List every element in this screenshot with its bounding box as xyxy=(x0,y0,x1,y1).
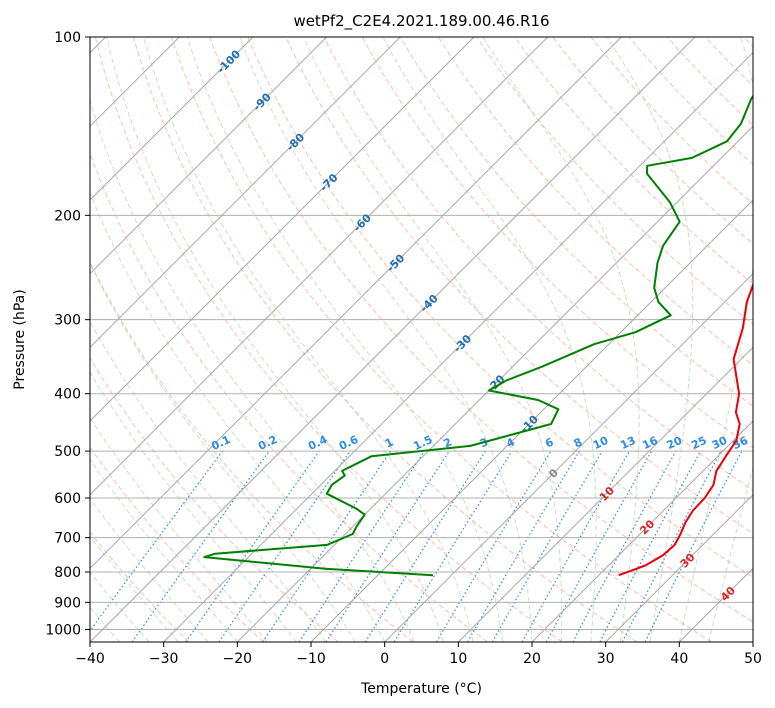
y-tick-label: 100 xyxy=(54,30,81,46)
x-axis-ticks: −40 −30 −20 −10 0 10 20 30 40 50 xyxy=(75,642,762,667)
plot-area: 0.1 0.2 0.4 0.6 1 1.5 2 3 4 6 8 10 13 16 20 25 30 36-100-… xyxy=(90,37,753,642)
x-tick-label: −10 xyxy=(296,651,326,667)
y-tick-label: 600 xyxy=(54,491,81,507)
x-tick-label: 10 xyxy=(449,651,467,667)
x-tick-label: −40 xyxy=(75,651,105,667)
isotherm-line xyxy=(163,51,753,642)
dry-adiabat xyxy=(323,37,753,491)
isotherm-line xyxy=(457,346,753,642)
x-tick-label: 30 xyxy=(597,651,615,667)
y-tick-label: 800 xyxy=(54,565,81,581)
x-axis-label: Temperature (°C) xyxy=(360,681,482,697)
isotherm-line xyxy=(90,37,401,349)
mixing-ratio-label: 30 xyxy=(710,434,730,452)
mixing-ratio-line xyxy=(298,450,425,642)
x-tick-label: −20 xyxy=(223,651,253,667)
x-tick-label: 50 xyxy=(744,651,762,667)
mixing-ratio-line xyxy=(572,450,677,642)
dry-adiabat xyxy=(285,37,753,535)
mixing-ratio-label: 36 xyxy=(731,434,751,452)
mixing-ratio-line xyxy=(90,450,223,632)
isotherm-line xyxy=(90,37,475,422)
isotherm-line xyxy=(90,37,622,570)
moist-adiabat xyxy=(482,37,640,642)
dry-adiabat xyxy=(90,152,488,642)
moist-adiabat xyxy=(90,320,327,642)
dry-adiabat xyxy=(361,37,753,449)
mixing-ratio-label: 13 xyxy=(618,434,637,452)
plot-frame xyxy=(89,36,754,643)
dry-adiabat xyxy=(94,37,563,642)
moist-adiabat xyxy=(90,458,238,642)
y-tick-label: 900 xyxy=(54,595,81,611)
moist-adiabat xyxy=(382,37,597,642)
dry-adiabat xyxy=(209,37,753,623)
mixing-ratio-line xyxy=(131,450,270,642)
isotherm-line xyxy=(90,37,549,496)
isotherm-line xyxy=(531,420,753,642)
y-tick-label: 400 xyxy=(54,387,81,403)
moist-adiabat xyxy=(106,37,445,642)
moist-adiabat xyxy=(606,37,694,642)
y-tick-label: 300 xyxy=(54,313,81,329)
x-tick-label: −30 xyxy=(149,651,179,667)
moist-adiabat xyxy=(90,261,356,642)
moist-adiabat xyxy=(239,37,533,642)
dry-adiabat xyxy=(171,37,712,642)
moist-adiabat xyxy=(90,416,268,642)
x-tick-label: 20 xyxy=(523,651,541,667)
dry-adiabat xyxy=(399,37,753,407)
chart-title: wetPf2_C2E4.2021.189.00.46.R16 xyxy=(293,12,549,31)
dry-adiabats xyxy=(90,37,753,642)
mixing-ratio-line xyxy=(185,450,320,642)
mixing-ratio-line xyxy=(262,450,392,642)
isotherm-line xyxy=(605,493,753,642)
dry-adiabat xyxy=(437,37,753,366)
y-axis-label: Pressure (hPa) xyxy=(12,289,28,389)
moist-adiabat xyxy=(708,466,753,642)
mixing-ratio-line xyxy=(218,450,351,642)
dry-adiabat xyxy=(514,37,753,285)
moist-adiabat xyxy=(143,37,474,642)
x-tick-label: 0 xyxy=(380,651,389,667)
moist-adiabat xyxy=(678,37,753,642)
isotherm-line xyxy=(90,37,254,201)
dry-adiabat xyxy=(132,37,638,642)
pressure-gridlines xyxy=(90,37,753,630)
mixing-ratio-line xyxy=(521,450,631,642)
y-tick-label: 1000 xyxy=(45,622,81,638)
y-tick-label: 700 xyxy=(54,531,81,547)
moist-adiabat xyxy=(303,37,563,642)
temperature-profile-line xyxy=(618,282,753,577)
y-tick-label: 200 xyxy=(54,208,81,224)
y-axis-ticks: 100 200 300 400 500 600 700 800 900 1000 xyxy=(45,30,90,638)
mixing-ratio-label: 20 xyxy=(665,434,685,452)
mixing-ratio-line xyxy=(545,450,653,642)
x-tick-label: 40 xyxy=(670,651,688,667)
isotherm-line xyxy=(90,37,696,642)
mixing-ratio-label: 16 xyxy=(640,434,660,452)
dry-adiabat xyxy=(90,531,190,642)
dry-adiabat xyxy=(90,446,264,642)
isotherm-line xyxy=(90,37,328,275)
mixing-ratio-label: 10 xyxy=(591,434,611,452)
mixing-ratio-line xyxy=(325,450,450,642)
mixing-ratio-label: 25 xyxy=(689,434,708,452)
mixing-ratio-lines xyxy=(90,450,743,642)
series-lines xyxy=(203,94,753,577)
dewpoint-profile-line xyxy=(203,94,753,577)
mixing-ratio-line xyxy=(644,450,743,642)
y-tick-label: 500 xyxy=(54,444,81,460)
dry-adiabat xyxy=(247,37,753,578)
moist-adiabat xyxy=(186,37,503,642)
isotherm-line xyxy=(384,272,753,642)
dry-adiabat xyxy=(90,356,339,642)
mixing-ratio-line xyxy=(393,450,513,642)
